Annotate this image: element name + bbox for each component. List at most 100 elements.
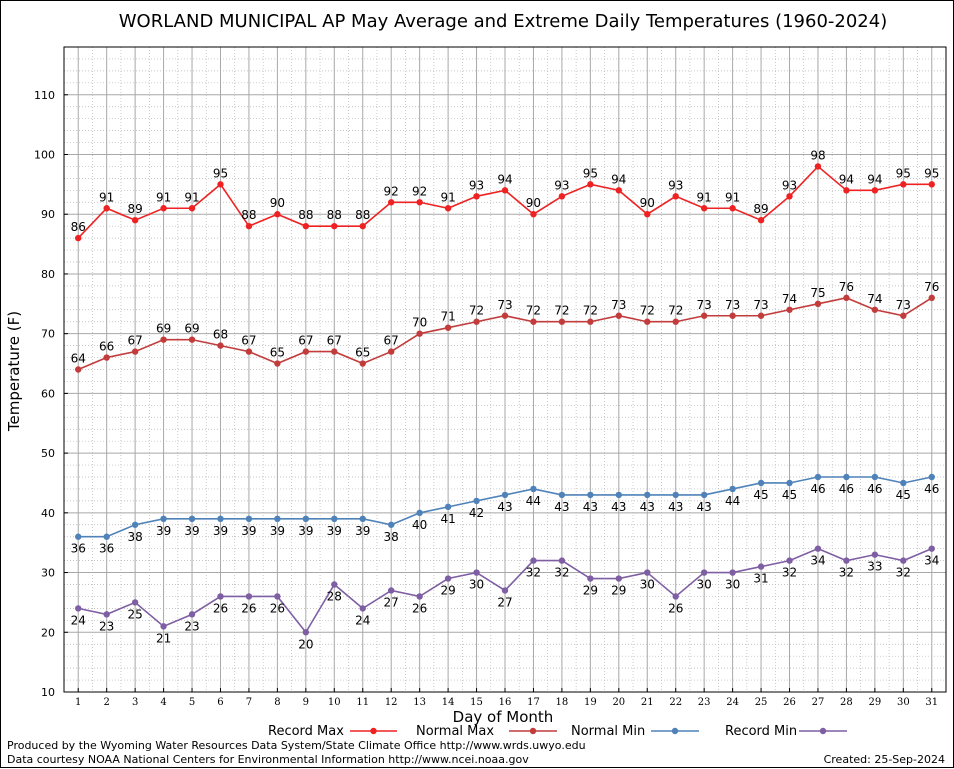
normal-max-data-label: 73 [753, 298, 768, 312]
normal-max-data-label: 72 [469, 304, 484, 318]
record-max-data-label: 90 [526, 196, 541, 210]
record-min-data-label: 24 [355, 613, 370, 627]
normal-max-point [75, 366, 82, 373]
normal-min-data-label: 36 [99, 542, 114, 556]
record-max-data-label: 91 [725, 190, 740, 204]
record-max-point [757, 216, 765, 224]
normal-max-data-label: 73 [725, 298, 740, 312]
x-tick-label: 17 [527, 697, 540, 708]
x-tick-label: 1 [75, 697, 81, 708]
record-min-data-label: 24 [71, 613, 86, 627]
record-max-point [444, 205, 452, 212]
normal-min-point [274, 515, 281, 523]
normal-max-point [160, 336, 167, 343]
record-min-point [530, 557, 537, 564]
normal-max-point [302, 348, 310, 355]
normal-max-point [757, 312, 765, 319]
y-tick-label: 80 [41, 268, 55, 281]
normal-max-data-label: 76 [924, 280, 939, 294]
record-max-point [814, 163, 822, 170]
normal-max-data-label: 72 [554, 304, 569, 318]
record-min-data-label: 25 [127, 607, 142, 621]
footer-created-date: Created: 25-Sep-2024 [823, 753, 945, 766]
normal-min-point [416, 509, 423, 517]
normal-min-data-label: 43 [697, 500, 712, 514]
record-min-point [75, 605, 82, 612]
normal-max-data-label: 74 [782, 292, 797, 306]
record-max-data-label: 88 [327, 208, 342, 222]
record-min-data-label: 27 [384, 595, 399, 609]
normal-max-point [587, 318, 594, 325]
normal-min-point [359, 515, 366, 523]
record-max-point [302, 222, 310, 230]
record-min-point [188, 611, 196, 618]
normal-max-point [871, 306, 879, 313]
record-max-point [274, 211, 281, 218]
record-min-point [871, 551, 879, 558]
normal-max-point [416, 330, 423, 337]
normal-max-point [530, 318, 537, 325]
record-min-data-label: 21 [156, 631, 171, 645]
normal-min-point [843, 473, 850, 481]
y-tick-label: 90 [41, 208, 55, 221]
normal-max-data-label: 66 [99, 340, 114, 354]
normal-max-point [644, 318, 651, 325]
legend-label-record-max: Record Max [268, 724, 344, 739]
y-tick-label: 20 [41, 626, 55, 639]
normal-min-data-label: 38 [384, 530, 399, 544]
record-min-data-label: 26 [213, 601, 228, 615]
record-min-point [900, 557, 907, 564]
record-min-point [928, 545, 935, 552]
normal-min-point [103, 533, 110, 540]
normal-min-data-label: 44 [526, 494, 541, 508]
record-max-data-label: 91 [697, 190, 712, 204]
y-tick-label: 30 [41, 567, 55, 580]
record-max-data-label: 90 [270, 196, 285, 210]
record-min-point [160, 623, 167, 630]
record-max-data-label: 95 [896, 166, 911, 180]
normal-min-point [644, 491, 651, 499]
record-min-data-label: 28 [327, 590, 342, 604]
record-max-point [672, 193, 679, 200]
normal-min-point [530, 485, 537, 493]
y-tick-label: 110 [34, 89, 55, 102]
normal-min-point [587, 491, 594, 499]
x-tick-label: 27 [812, 697, 825, 708]
record-max-data-label: 94 [497, 172, 512, 186]
y-tick-label: 40 [41, 507, 55, 520]
normal-max-point [558, 318, 566, 325]
normal-max-point [245, 348, 253, 355]
normal-min-point [672, 491, 679, 499]
record-max-data-label: 91 [99, 190, 114, 204]
normal-min-data-label: 46 [867, 482, 882, 496]
record-min-point [416, 593, 423, 600]
normal-max-data-label: 73 [497, 298, 512, 312]
x-tick-label: 5 [189, 697, 195, 708]
normal-min-data-label: 45 [896, 488, 911, 502]
normal-min-data-label: 46 [839, 482, 854, 496]
x-tick-label: 14 [442, 697, 455, 708]
record-min-data-label: 29 [440, 584, 455, 598]
x-tick-label: 3 [132, 697, 138, 708]
normal-min-data-label: 46 [924, 482, 939, 496]
normal-max-data-label: 70 [412, 316, 427, 330]
x-tick-label: 29 [869, 697, 882, 708]
normal-max-point [473, 318, 480, 325]
normal-min-point [501, 491, 509, 499]
normal-max-point [900, 312, 907, 319]
normal-min-data-label: 39 [327, 524, 342, 538]
record-min-data-label: 33 [867, 560, 882, 574]
record-min-data-label: 34 [810, 554, 825, 568]
normal-max-data-label: 67 [384, 334, 399, 348]
record-min-data-label: 30 [469, 578, 484, 592]
record-max-point [786, 193, 793, 200]
record-min-point [700, 569, 708, 576]
record-min-series: 24 23 25 21 23 26 26 26 20 28 24 27 26 29 30 27 32 32 29 29… [71, 545, 939, 651]
record-min-data-label: 20 [298, 637, 313, 651]
record-min-data-label: 29 [611, 584, 626, 598]
normal-max-point [359, 360, 366, 367]
normal-max-data-label: 72 [640, 304, 655, 318]
normal-max-data-label: 67 [298, 334, 313, 348]
record-max-point [359, 222, 366, 230]
normal-max-data-label: 64 [71, 352, 86, 366]
